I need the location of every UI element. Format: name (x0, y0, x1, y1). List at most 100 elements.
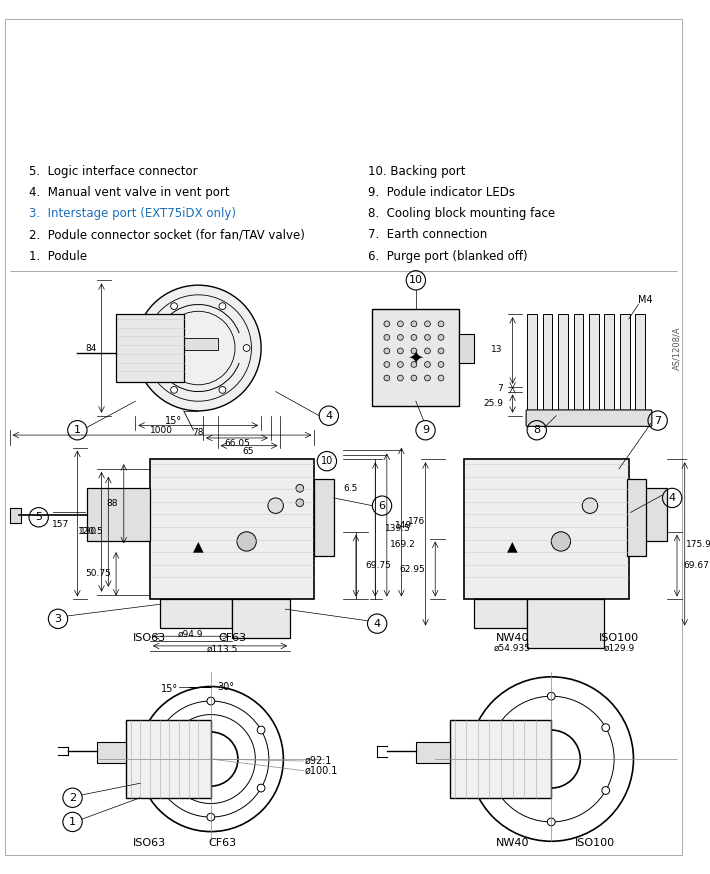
Bar (449, 720, 551, 798)
Bar (635, 314, 645, 411)
Circle shape (425, 362, 430, 367)
Bar (97, 742, 126, 763)
Circle shape (136, 285, 261, 411)
Circle shape (244, 344, 250, 351)
Circle shape (411, 321, 417, 327)
Text: 5: 5 (36, 512, 42, 523)
Text: NW40: NW40 (496, 838, 530, 848)
Text: ISO100: ISO100 (574, 838, 615, 848)
Text: ø129.9: ø129.9 (604, 643, 635, 652)
Circle shape (384, 321, 390, 327)
Text: 9.  Podule indicator LEDs: 9. Podule indicator LEDs (368, 186, 515, 198)
Circle shape (438, 362, 444, 367)
Text: 7: 7 (497, 385, 503, 393)
Text: 7.  Earth connection: 7. Earth connection (368, 228, 487, 241)
Text: 176: 176 (408, 517, 425, 525)
Circle shape (398, 335, 403, 340)
Text: 69.67: 69.67 (684, 561, 709, 570)
Circle shape (411, 375, 417, 381)
Circle shape (237, 531, 256, 551)
Bar (464, 459, 628, 600)
Text: 10. Backing port: 10. Backing port (368, 164, 465, 177)
Circle shape (384, 348, 390, 354)
Circle shape (411, 335, 417, 340)
Text: 2: 2 (69, 793, 76, 802)
Bar (10, 508, 21, 523)
Text: 3.  Interstage port (EXT75iDX only): 3. Interstage port (EXT75iDX only) (29, 207, 236, 220)
Circle shape (296, 499, 304, 507)
Circle shape (207, 813, 214, 821)
Text: ø100.1: ø100.1 (305, 766, 338, 775)
Text: 6.  Purge port (blanked off): 6. Purge port (blanked off) (368, 250, 527, 263)
Bar (542, 314, 552, 411)
Text: 2.  Podule connector socket (for fan/TAV valve): 2. Podule connector socket (for fan/TAV … (29, 228, 305, 241)
Text: ISO63: ISO63 (133, 633, 166, 643)
Text: 139.5: 139.5 (385, 524, 411, 533)
Circle shape (438, 335, 444, 340)
Text: 4: 4 (373, 619, 381, 628)
Circle shape (411, 362, 417, 367)
Text: 130: 130 (80, 527, 97, 537)
Text: ISO100: ISO100 (599, 633, 639, 643)
Circle shape (425, 348, 430, 354)
Circle shape (425, 321, 430, 327)
Text: 10: 10 (409, 275, 423, 285)
Circle shape (384, 362, 390, 367)
Circle shape (398, 362, 403, 367)
Bar (627, 479, 646, 556)
Text: 15°: 15° (165, 415, 182, 426)
Circle shape (398, 321, 403, 327)
Circle shape (438, 321, 444, 327)
Circle shape (551, 531, 571, 551)
Text: 4.  Manual vent valve in vent port: 4. Manual vent valve in vent port (29, 186, 229, 198)
Text: NW40: NW40 (496, 633, 530, 643)
FancyBboxPatch shape (526, 410, 652, 427)
Bar (372, 309, 459, 406)
Circle shape (547, 692, 555, 700)
Bar (628, 489, 667, 542)
Circle shape (170, 386, 178, 393)
Circle shape (296, 484, 304, 492)
Bar (179, 338, 217, 350)
Text: ▲: ▲ (507, 539, 518, 553)
Text: 5.  Logic interface connector: 5. Logic interface connector (29, 164, 197, 177)
Bar (558, 314, 568, 411)
Circle shape (219, 386, 226, 393)
Circle shape (257, 784, 265, 792)
Text: ø94.9: ø94.9 (178, 630, 203, 639)
Text: 4: 4 (669, 493, 676, 503)
Text: 1: 1 (69, 817, 76, 827)
Text: 1000: 1000 (150, 426, 173, 434)
Bar (574, 314, 583, 411)
Text: 13: 13 (491, 345, 503, 355)
Text: CF63: CF63 (218, 633, 246, 643)
Circle shape (425, 335, 430, 340)
Text: 120.5: 120.5 (77, 527, 104, 537)
Text: 157: 157 (53, 519, 70, 529)
Circle shape (157, 784, 165, 792)
Circle shape (602, 787, 610, 794)
Text: ✦: ✦ (408, 348, 424, 367)
Circle shape (384, 375, 390, 381)
Text: ø54.935: ø54.935 (494, 643, 531, 652)
Circle shape (493, 787, 501, 794)
Bar (474, 600, 527, 628)
Bar (416, 742, 449, 763)
Text: 78: 78 (192, 427, 204, 437)
Circle shape (547, 818, 555, 826)
Bar (87, 489, 150, 542)
Text: 66.05: 66.05 (224, 440, 250, 448)
Text: ø92.1: ø92.1 (305, 756, 332, 766)
Text: 50.75: 50.75 (85, 569, 111, 578)
Bar (232, 600, 290, 638)
Circle shape (219, 302, 226, 309)
Text: 6: 6 (378, 501, 386, 510)
Bar (150, 459, 315, 600)
Bar (604, 314, 614, 411)
Text: 169.2: 169.2 (390, 540, 416, 549)
Text: M4: M4 (638, 295, 653, 305)
Circle shape (493, 724, 501, 732)
Text: 8.  Cooling block mounting face: 8. Cooling block mounting face (368, 207, 555, 220)
Text: 88: 88 (106, 499, 118, 509)
Text: ISO63: ISO63 (133, 838, 166, 848)
